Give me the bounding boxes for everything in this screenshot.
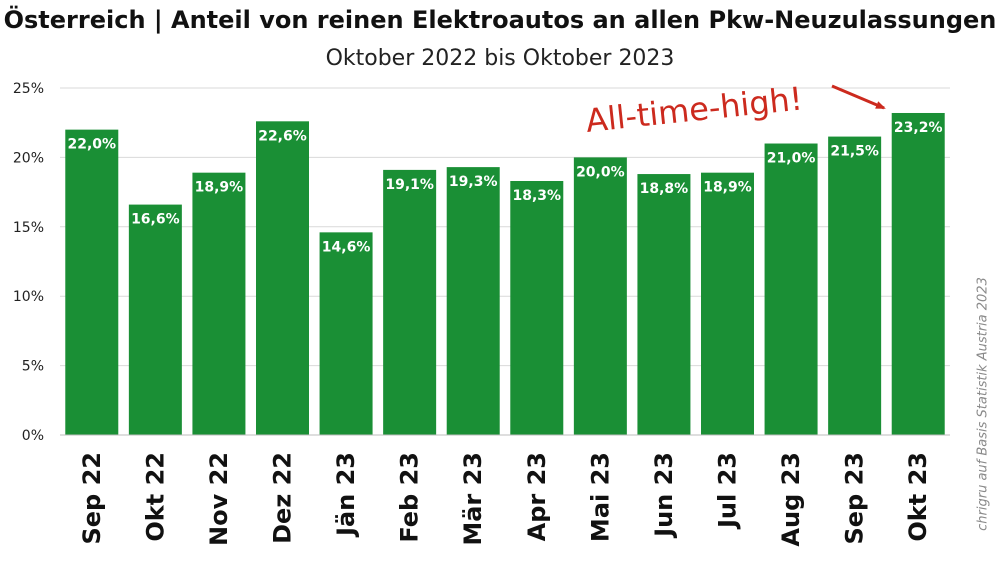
y-tick-label: 0% xyxy=(22,428,44,444)
data-label: 18,3% xyxy=(512,188,561,204)
bar xyxy=(128,204,182,435)
y-tick-label: 20% xyxy=(13,150,44,166)
bar xyxy=(764,143,818,435)
data-label: 22,0% xyxy=(67,137,116,153)
data-label: 16,6% xyxy=(131,212,180,228)
data-label: 19,3% xyxy=(449,174,498,190)
bar xyxy=(446,167,500,435)
x-tick-label: Feb 23 xyxy=(396,452,424,543)
x-axis: Sep 22 Okt 22 Nov 22 Dez 22 Jän 23 Feb 23 Mär … xyxy=(78,452,932,547)
y-tick-label: 15% xyxy=(13,220,44,236)
annotation-arrow xyxy=(831,84,886,110)
bar xyxy=(891,112,945,435)
y-tick-label: 5% xyxy=(22,359,44,375)
data-label: 21,5% xyxy=(830,144,879,160)
bars: 22,0% 16,6% 18,9% 22,6% 14,6% 19,1% 19,3% 18,3%… xyxy=(60,112,950,436)
data-label: 18,9% xyxy=(703,180,752,196)
x-tick-label: Sep 22 xyxy=(78,452,106,545)
x-tick-label: Jun 23 xyxy=(650,452,678,539)
x-tick-label: Okt 23 xyxy=(904,452,932,542)
bar xyxy=(828,136,882,435)
bar xyxy=(637,174,691,435)
x-tick-label: Aug 23 xyxy=(777,452,805,547)
x-tick-label: Jul 23 xyxy=(714,452,742,530)
x-tick-label: Apr 23 xyxy=(523,452,551,541)
data-label: 22,6% xyxy=(258,128,307,144)
bar xyxy=(383,169,437,435)
bar xyxy=(192,172,246,435)
data-label: 21,0% xyxy=(767,151,816,167)
data-label: 23,2% xyxy=(894,120,943,136)
x-tick-label: Nov 22 xyxy=(205,452,233,546)
bar xyxy=(701,172,754,435)
y-axis: 0% 5% 10% 15% 20% 25% xyxy=(13,81,44,444)
x-tick-label: Jän 23 xyxy=(332,452,360,538)
bar xyxy=(510,180,564,435)
data-label: 20,0% xyxy=(576,164,625,180)
x-tick-label: Okt 22 xyxy=(141,452,169,542)
y-tick-label: 10% xyxy=(13,289,44,305)
bar xyxy=(256,121,309,435)
x-tick-label: Mär 23 xyxy=(459,452,487,546)
y-tick-label: 25% xyxy=(13,81,44,97)
x-tick-label: Dez 22 xyxy=(269,452,297,544)
bar xyxy=(319,232,373,435)
data-label: 18,8% xyxy=(640,181,689,197)
data-label: 18,9% xyxy=(195,180,244,196)
chart-title: Österreich | Anteil von reinen Elektroau… xyxy=(3,6,997,34)
chart-subtitle: Oktober 2022 bis Oktober 2023 xyxy=(325,46,675,71)
source-note: chrigru auf Basis Statistik Austria 2023 xyxy=(975,277,991,531)
x-tick-label: Mai 23 xyxy=(586,452,614,542)
bar xyxy=(573,157,627,435)
bar xyxy=(65,129,119,435)
x-tick-label: Sep 23 xyxy=(841,452,869,545)
data-label: 14,6% xyxy=(322,239,371,255)
data-label: 19,1% xyxy=(385,177,434,193)
